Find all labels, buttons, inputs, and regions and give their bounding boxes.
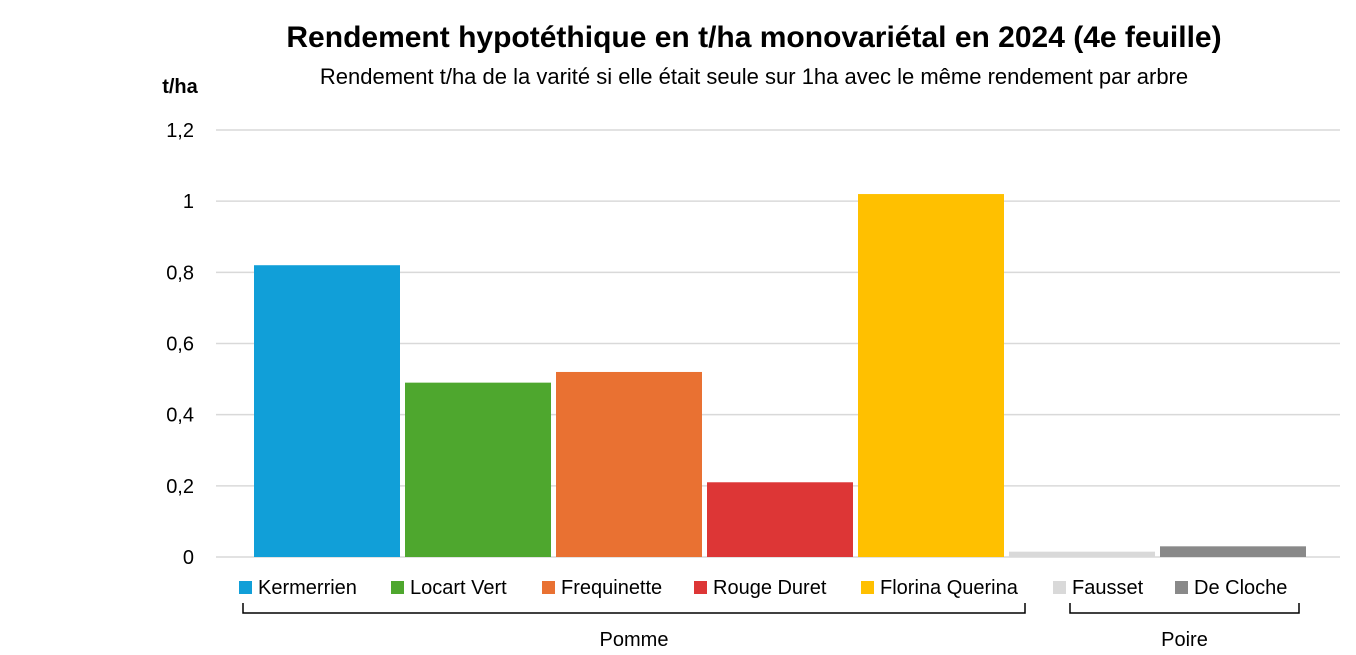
y-axis-label: t/ha [162,76,198,98]
legend-label: Florina Querina [880,577,1019,599]
legend-label: Kermerrien [258,577,357,599]
chart-subtitle: Rendement t/ha de la varité si elle étai… [320,64,1188,89]
legend-item: Florina Querina [861,577,1019,599]
group-label: Poire [1161,629,1208,651]
y-tick-label: 0,2 [166,476,194,498]
gridlines [216,129,1340,558]
y-tick-label: 0,4 [166,405,194,427]
legend-swatch [391,581,404,594]
legend-label: Frequinette [561,577,662,599]
bar-locart-vert [405,382,551,557]
chart-title: Rendement hypotéthique en t/ha monovarié… [286,21,1221,54]
legend-item: Kermerrien [239,577,357,599]
group-label: Pomme [600,629,669,651]
legend: Kermerrien Locart Vert Frequinette Rouge Du… [239,577,1287,599]
legend-label: De Cloche [1194,577,1287,599]
y-axis-ticks: 0 0,2 0,4 0,6 0,8 1 1,2 [166,120,194,569]
legend-item: Rouge Duret [694,577,827,599]
group-bracket [242,603,1026,614]
legend-swatch [861,581,874,594]
y-tick-label: 0 [183,547,194,569]
category-groups: Pomme Poire [242,603,1300,651]
bar-de-cloche [1160,546,1306,557]
legend-swatch [542,581,555,594]
bar-fausset [1009,551,1155,557]
legend-label: Locart Vert [410,577,507,599]
y-tick-label: 1 [183,191,194,213]
bar-florina-querina [858,194,1004,558]
legend-swatch [1175,581,1188,594]
y-tick-label: 0,6 [166,334,194,356]
legend-item: Frequinette [542,577,662,599]
legend-swatch [1053,581,1066,594]
bar-frequinette [556,371,702,557]
y-tick-label: 1,2 [166,120,194,142]
legend-label: Rouge Duret [713,577,827,599]
legend-swatch [239,581,252,594]
legend-label: Fausset [1072,577,1144,599]
legend-item: De Cloche [1175,577,1287,599]
bar-kermerrien [254,265,400,557]
y-tick-label: 0,8 [166,262,194,284]
bar-rouge-duret [707,482,853,557]
bars [254,194,1306,558]
group-bracket [1069,603,1300,614]
legend-item: Locart Vert [391,577,507,599]
legend-item: Fausset [1053,577,1144,599]
legend-swatch [694,581,707,594]
